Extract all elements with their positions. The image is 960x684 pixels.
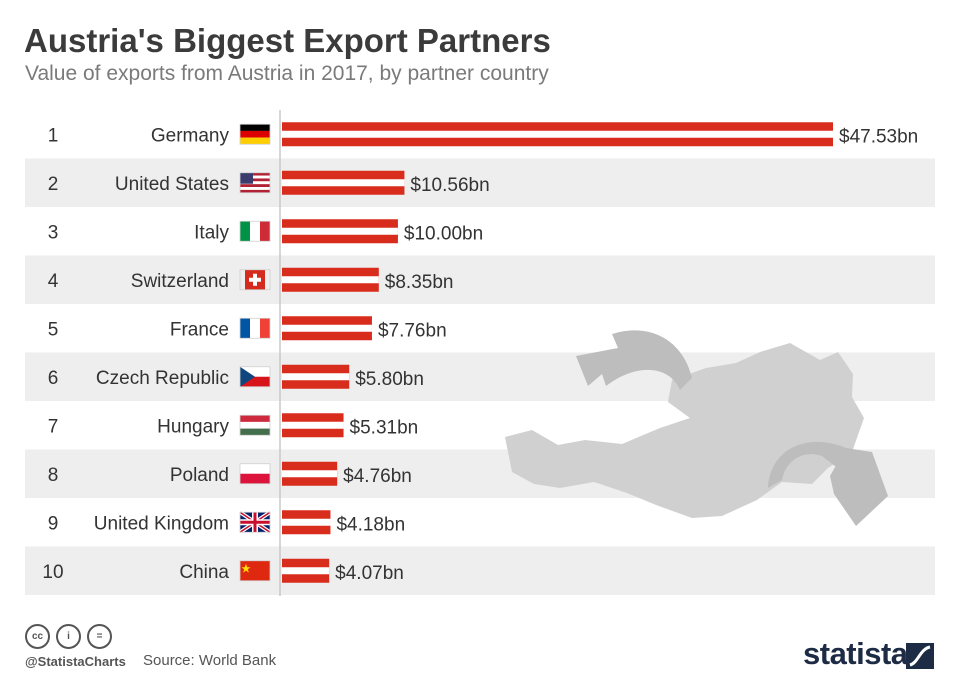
chart-row: 6 Czech Republic $5.80bn [48,364,424,390]
category-label: Germany [151,125,230,146]
rank-label: 3 [48,222,59,243]
row-background [25,255,935,304]
chart-row: 2 United States $10.56bn [48,170,490,196]
category-label: France [170,319,229,340]
italy-flag-icon [239,220,271,242]
chart-row: 8 Poland $4.76bn [48,461,412,487]
value-label: $4.18bn [336,514,405,535]
category-label: China [179,562,229,583]
bar [282,316,372,341]
bar-chart: 1 Germany $47.53bn 2 United States $10.56bn 3 I… [25,110,935,596]
twitter-handle[interactable]: @StatistaCharts [25,654,126,669]
rank-label: 6 [48,368,59,389]
license-icons: cc i = [25,624,112,649]
chart-row: 9 United Kingdom $4.18bn [48,510,405,535]
rank-label: 1 [48,125,59,146]
attribution-icon: i [56,624,81,649]
cc-icon: cc [25,624,50,649]
category-label: Switzerland [131,271,229,292]
switzerland-flag-icon [239,269,271,291]
category-label: United States [115,174,229,195]
statista-logo[interactable]: statista [803,636,908,671]
chart-rows: 1 Germany $47.53bn 2 United States $10.56bn 3 I… [42,122,918,584]
chart-subtitle: Value of exports from Austria in 2017, b… [25,62,549,85]
bar [282,510,331,535]
chart-row: 3 Italy $10.00bn [48,219,483,244]
rank-label: 8 [48,465,59,486]
chart-row: 5 France $7.76bn [48,316,447,341]
value-label: $5.31bn [350,417,419,438]
bar [282,558,330,583]
row-background [25,158,935,207]
germany-flag-icon [239,123,271,145]
rank-label: 7 [48,416,59,437]
arrow-left-icon [576,330,692,390]
source-note: Source: World Bank [143,652,277,669]
value-label: $4.07bn [335,563,404,584]
usa-flag-icon [239,172,271,194]
arrow-right-icon [768,441,888,526]
value-label: $4.76bn [343,466,412,487]
bar [282,170,405,195]
rank-label: 2 [48,174,59,195]
bar [282,122,833,147]
rank-label: 5 [48,319,59,340]
rank-label: 10 [42,562,63,583]
category-label: Hungary [157,416,229,437]
category-label: Czech Republic [96,368,229,389]
category-label: United Kingdom [94,513,229,534]
chart-row: 7 Hungary $5.31bn [48,413,419,438]
chart-row: 4 Switzerland $8.35bn [48,267,454,293]
row-background [25,546,935,595]
value-label: $47.53bn [839,126,918,147]
chart-row: 1 Germany $47.53bn [48,122,918,147]
rank-label: 4 [48,271,59,292]
value-label: $8.35bn [385,272,454,293]
austria-map-icon [505,330,888,526]
bar [282,364,350,389]
category-label: Italy [194,222,229,243]
chart-title: Austria's Biggest Export Partners [24,22,551,59]
bar [282,267,379,292]
chart-row: 10 China $4.07bn [42,558,404,584]
bar [282,219,398,244]
bar [282,461,338,486]
value-label: $10.56bn [410,175,489,196]
bar [282,413,344,438]
hungary-flag-icon [239,414,271,436]
statista-logo-mark [906,643,934,669]
uk-flag-icon [238,510,272,534]
value-label: $5.80bn [355,369,424,390]
rank-label: 9 [48,513,59,534]
poland-flag-icon [239,463,271,485]
france-flag-icon [239,317,271,339]
category-label: Poland [170,465,229,486]
no-derivatives-icon: = [87,624,112,649]
value-label: $7.76bn [378,320,447,341]
china-flag-icon [239,560,271,582]
czech-flag-icon [239,366,271,388]
value-label: $10.00bn [404,223,483,244]
